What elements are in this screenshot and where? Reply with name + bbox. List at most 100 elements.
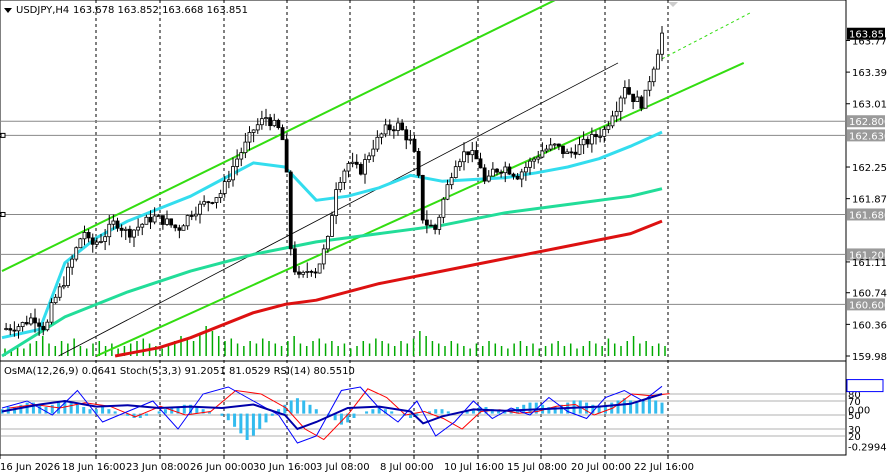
candle-body xyxy=(391,129,396,132)
candle xyxy=(367,152,372,163)
candle xyxy=(544,144,549,154)
candle xyxy=(152,207,157,225)
candle-body xyxy=(78,238,83,249)
candle-body xyxy=(264,117,268,120)
candle xyxy=(99,234,103,244)
candle-body xyxy=(309,270,314,273)
candle xyxy=(86,229,91,243)
candle xyxy=(107,214,112,246)
candle-body xyxy=(284,139,289,173)
time-axis: 16 Jun 2026 18 Jun 16:00 23 Jun 08:00 26 Ju… xyxy=(0,455,694,473)
candle xyxy=(284,134,289,173)
candle-body xyxy=(358,163,363,175)
candle xyxy=(453,160,458,179)
candle xyxy=(408,130,413,145)
candle xyxy=(470,142,475,163)
symbol-header[interactable]: USDJPY,H4 163.678 163.852 163.668 163.85… xyxy=(4,5,248,16)
candle xyxy=(441,197,446,224)
candle-body xyxy=(495,168,499,173)
candle xyxy=(594,130,598,145)
candle xyxy=(181,224,186,231)
candle xyxy=(297,265,301,279)
candle-body xyxy=(169,218,174,226)
candle-body xyxy=(350,161,355,164)
candle-body xyxy=(49,302,54,323)
candle-body xyxy=(470,150,475,156)
candle xyxy=(660,26,664,62)
candle-body xyxy=(548,144,553,150)
candle-body xyxy=(635,96,640,103)
candle xyxy=(573,144,578,159)
channel-upper-line xyxy=(1,1,556,272)
candle xyxy=(198,200,202,224)
candle-body xyxy=(45,321,50,331)
candle-body xyxy=(400,122,405,131)
candle-body xyxy=(437,216,442,230)
current-price-label: 163.851 xyxy=(849,30,887,41)
candle xyxy=(206,200,211,212)
candle-body xyxy=(16,326,21,332)
candle-body xyxy=(474,150,479,160)
candle xyxy=(111,214,116,230)
candle xyxy=(589,127,594,153)
candle-body xyxy=(466,151,471,156)
candle xyxy=(655,49,660,70)
candle-body xyxy=(457,161,462,168)
candle-body xyxy=(598,135,603,138)
candle xyxy=(37,318,42,336)
candle-body xyxy=(346,163,351,172)
candle-body xyxy=(379,133,384,138)
regression-channel xyxy=(1,1,751,357)
candle xyxy=(445,179,450,201)
candle xyxy=(437,214,442,235)
candle-body xyxy=(610,115,615,127)
candle-body xyxy=(573,151,578,155)
price-axis: 162.800 162.630 161.680 161.200 160.600 163.7… xyxy=(846,27,887,363)
candle xyxy=(412,134,417,153)
candle-body xyxy=(156,215,161,218)
candle-body xyxy=(177,227,182,231)
candle xyxy=(466,151,471,164)
candle-body xyxy=(482,167,487,182)
candle xyxy=(247,126,252,151)
candle-body xyxy=(412,138,417,152)
oscillator-header: OsMA(12,26,9) 0.0641 Stoch(5,3,3) 91.205… xyxy=(4,366,355,377)
candle xyxy=(280,124,285,141)
candle-body xyxy=(655,53,660,70)
candle xyxy=(651,66,656,87)
candle xyxy=(160,215,165,230)
candle xyxy=(20,321,25,332)
candle-body xyxy=(627,87,631,95)
candle-body xyxy=(259,118,264,126)
candle-body xyxy=(581,138,586,146)
candle-body xyxy=(37,322,42,327)
time-tick-label: 3 Jul 08:00 xyxy=(316,462,370,473)
candle-body xyxy=(160,215,165,225)
time-tick-label: 20 Jul 00:00 xyxy=(571,462,631,473)
candle xyxy=(325,235,330,253)
level-marker xyxy=(0,132,6,138)
candle xyxy=(503,161,508,183)
level-tag xyxy=(847,208,885,221)
osc-tick-label: 20 xyxy=(848,432,861,443)
channel-extension-line xyxy=(661,12,751,60)
candle-body xyxy=(577,144,582,155)
candle xyxy=(41,322,46,336)
candle xyxy=(614,101,619,123)
candle xyxy=(177,224,182,239)
candle xyxy=(144,214,149,225)
candle xyxy=(264,108,268,126)
price-tick-label: 163.770 xyxy=(852,36,887,47)
candle-body xyxy=(515,175,520,180)
candle xyxy=(523,162,528,181)
candle-body xyxy=(313,271,318,274)
dropdown-triangle-icon[interactable] xyxy=(4,8,12,13)
candle-body xyxy=(556,143,561,147)
candle-body xyxy=(132,229,136,238)
candle xyxy=(424,210,429,234)
candle-body xyxy=(532,158,537,162)
candle-body xyxy=(462,151,466,163)
candle xyxy=(12,321,17,337)
candle-body xyxy=(61,285,66,288)
